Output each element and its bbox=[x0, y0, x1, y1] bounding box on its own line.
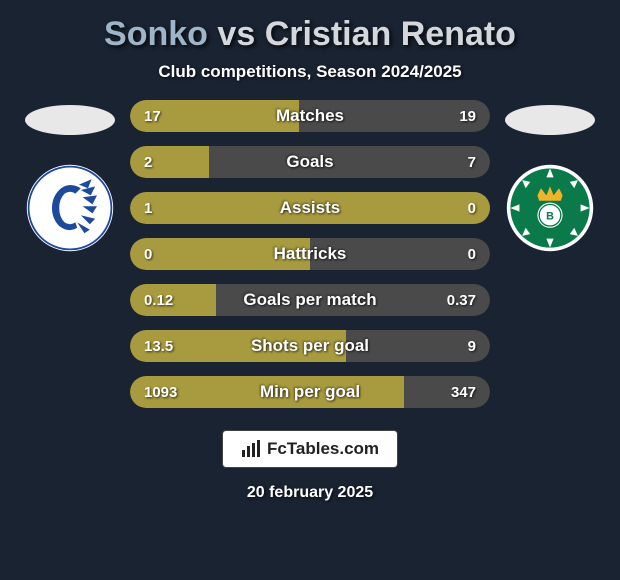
subtitle: Club competitions, Season 2024/2025 bbox=[158, 62, 461, 82]
player1-photo-placeholder bbox=[25, 105, 115, 135]
stat-bar: Assists10 bbox=[130, 192, 490, 224]
player2-photo-placeholder bbox=[505, 105, 595, 135]
chart-icon bbox=[241, 440, 261, 458]
stat-bar-left-fill bbox=[130, 192, 490, 224]
right-side-column: B bbox=[490, 100, 610, 253]
comparison-row: Matches1719 Goals27 Assists10 Hattricks00 Go… bbox=[10, 100, 610, 408]
stat-bar-right-fill bbox=[310, 238, 490, 270]
stat-bars-column: Matches1719 Goals27 Assists10 Hattricks00 Go… bbox=[130, 100, 490, 408]
stat-bar-left-fill bbox=[130, 330, 346, 362]
brand-badge: FcTables.com bbox=[222, 430, 398, 468]
stat-bar-left-fill bbox=[130, 376, 404, 408]
page-title: Sonko vs Cristian Renato bbox=[104, 15, 516, 54]
stat-bar: Min per goal1093347 bbox=[130, 376, 490, 408]
stat-bar-right-fill bbox=[216, 284, 490, 316]
stat-bar: Goals27 bbox=[130, 146, 490, 178]
stat-bar-left-fill bbox=[130, 284, 216, 316]
stat-bar-right-fill bbox=[299, 100, 490, 132]
stat-bar: Shots per goal13.59 bbox=[130, 330, 490, 362]
stat-bar-right-fill bbox=[346, 330, 490, 362]
player2-club-badge: B bbox=[505, 163, 595, 253]
stat-bar-left-fill bbox=[130, 238, 310, 270]
footer-date: 20 february 2025 bbox=[247, 484, 373, 502]
svg-text:B: B bbox=[546, 211, 554, 223]
stat-bar-left-fill bbox=[130, 100, 299, 132]
stat-bar: Matches1719 bbox=[130, 100, 490, 132]
brand-text: FcTables.com bbox=[267, 439, 379, 459]
stat-bar-right-fill bbox=[404, 376, 490, 408]
left-side-column bbox=[10, 100, 130, 253]
stat-bar: Hattricks00 bbox=[130, 238, 490, 270]
title-vs: vs bbox=[217, 15, 255, 53]
stat-bar-right-fill bbox=[209, 146, 490, 178]
stat-bar: Goals per match0.120.37 bbox=[130, 284, 490, 316]
title-player1: Sonko bbox=[104, 15, 208, 53]
stat-bar-left-fill bbox=[130, 146, 209, 178]
player1-club-badge bbox=[25, 163, 115, 253]
title-player2: Cristian Renato bbox=[265, 15, 516, 53]
